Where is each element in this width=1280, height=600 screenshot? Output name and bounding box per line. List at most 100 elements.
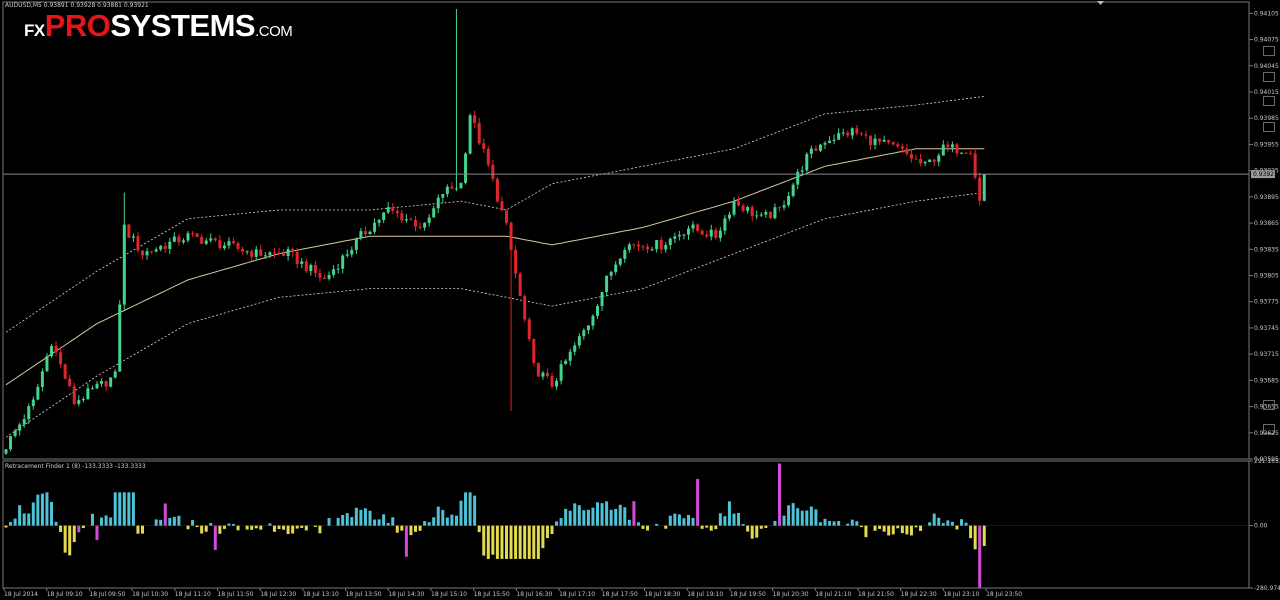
oscillator-bar xyxy=(746,525,750,532)
price-tick-label: 0.93625 xyxy=(1254,430,1279,437)
candle-body xyxy=(313,264,317,273)
oscillator-bar xyxy=(31,502,35,526)
candle-body xyxy=(727,214,731,219)
candle xyxy=(395,208,399,218)
candle xyxy=(31,396,35,410)
candle xyxy=(427,214,431,227)
candle xyxy=(937,153,941,167)
oscillator-bar xyxy=(118,492,122,526)
oscillator-bar xyxy=(646,525,650,531)
candle-body xyxy=(773,207,777,219)
oscillator-bar xyxy=(573,503,577,526)
candle-body xyxy=(50,346,53,357)
candle xyxy=(636,240,640,252)
candle-body xyxy=(495,178,499,202)
side-toolbar-icon-3[interactable] xyxy=(1263,96,1275,106)
candle xyxy=(941,140,945,156)
candle xyxy=(778,206,781,212)
oscillator-bar xyxy=(664,525,668,529)
candle-body xyxy=(445,186,449,194)
oscillator-bar xyxy=(9,522,13,526)
oscillator-bar xyxy=(368,510,372,526)
candle xyxy=(618,257,622,267)
candle-body xyxy=(36,386,40,400)
oscillator-bar xyxy=(727,501,731,526)
candle-body xyxy=(18,424,22,431)
candle xyxy=(782,200,786,211)
candle xyxy=(22,414,26,428)
candle xyxy=(545,368,549,379)
candle xyxy=(368,230,372,235)
side-toolbar-icon-6[interactable] xyxy=(1263,424,1275,434)
candle xyxy=(277,247,281,256)
candle-body xyxy=(823,142,827,145)
price-tick-label: 0.93865 xyxy=(1254,220,1279,227)
candle-body xyxy=(127,224,131,238)
candle xyxy=(81,396,85,403)
candle xyxy=(200,234,204,245)
side-toolbar-icon-4[interactable] xyxy=(1263,122,1275,132)
candle-body xyxy=(900,146,904,149)
candle-body xyxy=(500,201,504,211)
candle-body xyxy=(350,249,354,255)
price-tick-label: 0.94105 xyxy=(1254,10,1279,17)
oscillator-bar xyxy=(177,515,181,526)
candle xyxy=(687,225,690,240)
candle-body xyxy=(295,252,299,264)
candle-body xyxy=(923,161,927,164)
oscillator-bar xyxy=(878,525,882,529)
candle xyxy=(577,333,581,349)
time-tick-label: 18 Jul 20:30 xyxy=(773,591,809,598)
oscillator-bar xyxy=(609,509,613,526)
candle-body xyxy=(40,371,44,387)
candle xyxy=(350,246,354,258)
candle xyxy=(818,143,822,153)
indicator-header: Retracement Finder 1 (8) -133.3333 -133.… xyxy=(5,463,146,470)
candle-body xyxy=(627,244,631,250)
oscillator-bar xyxy=(54,521,58,526)
oscillator-bar xyxy=(345,513,349,526)
oscillator-bar xyxy=(964,522,968,526)
candle-body xyxy=(186,233,190,241)
candle xyxy=(391,203,395,214)
oscillator-bar xyxy=(905,525,909,535)
candle xyxy=(236,241,240,252)
candle-body xyxy=(168,241,172,249)
side-toolbar-icon-2[interactable] xyxy=(1263,72,1275,82)
candle-body xyxy=(113,371,117,378)
candle-body xyxy=(391,207,395,211)
candle xyxy=(250,249,254,262)
oscillator-bar xyxy=(373,519,377,526)
candle-body xyxy=(63,364,67,379)
oscillator-bar xyxy=(955,525,959,530)
candle-body xyxy=(200,236,204,244)
oscillator-bar xyxy=(586,509,590,526)
side-toolbar-icon-1[interactable] xyxy=(1263,46,1275,56)
candle xyxy=(805,152,809,173)
candle-body xyxy=(764,212,768,215)
candle-body xyxy=(955,144,959,154)
candle xyxy=(773,203,777,220)
candle xyxy=(586,324,590,335)
candle-body xyxy=(568,351,572,361)
candle-body xyxy=(555,380,559,387)
time-tick-label: 18 Jul 14:30 xyxy=(388,591,424,598)
candle-body xyxy=(800,170,804,172)
candle xyxy=(878,138,882,146)
time-tick-label: 18 Jul 2014 xyxy=(4,591,38,598)
candle xyxy=(272,247,276,258)
candle xyxy=(300,257,304,269)
candle xyxy=(414,216,417,232)
oscillator-bar xyxy=(577,505,581,526)
candle-body xyxy=(31,399,35,407)
side-toolbar-icon-5[interactable] xyxy=(1263,400,1275,410)
oscillator-bar xyxy=(941,523,945,526)
oscillator-bar xyxy=(250,525,254,530)
oscillator-bar xyxy=(850,519,854,526)
candle-body xyxy=(573,345,577,352)
candle xyxy=(432,205,436,218)
candle xyxy=(873,134,877,150)
candle-body xyxy=(163,245,167,249)
oscillator-bar xyxy=(254,525,258,529)
